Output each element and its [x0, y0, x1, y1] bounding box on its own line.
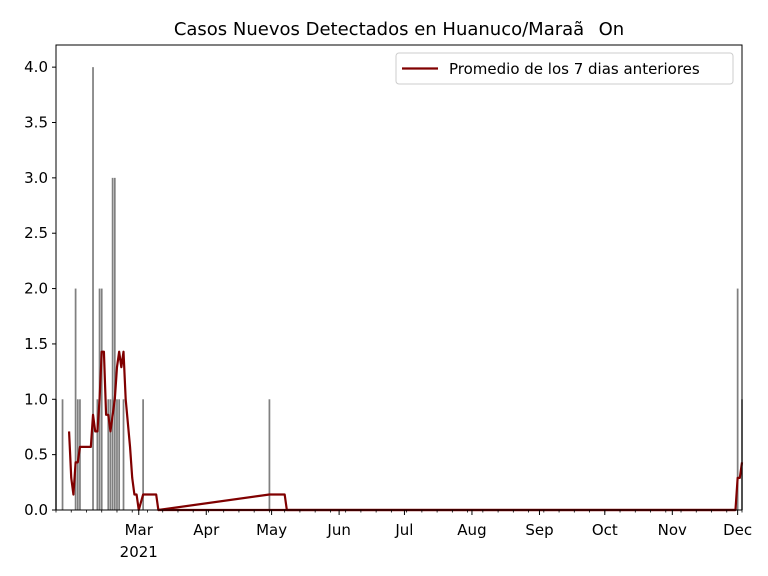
x-tick-label: Oct [592, 521, 618, 539]
bar [118, 399, 121, 510]
bar [61, 399, 64, 510]
legend: Promedio de los 7 dias anteriores [395, 52, 734, 85]
bar [113, 177, 116, 511]
x-tick-label: Mar [125, 521, 154, 539]
y-tick-label: 4.0 [24, 58, 48, 76]
x-tick-sublabel: 2021 [120, 543, 158, 561]
bar [268, 399, 271, 510]
bar [96, 399, 99, 510]
x-tick-label: Jul [394, 521, 413, 539]
bar [109, 399, 112, 510]
x-axis: Mar 2021 Apr May Jun Jul Aug Sep Oct Nov Dec [55, 510, 752, 561]
y-axis: 0.0 0.5 1.0 1.5 2.0 2.5 3.0 3.5 4.0 [24, 58, 56, 519]
x-tick-label: Aug [457, 521, 486, 539]
x-tick-label: May [256, 521, 287, 539]
y-tick-label: 2.5 [24, 224, 48, 242]
y-tick-label: 0.0 [24, 501, 48, 519]
chart-title: Casos Nuevos Detectados en Huanuco/Maraã… [174, 19, 624, 40]
x-tick-label: Nov [658, 521, 687, 539]
bar [100, 288, 103, 510]
legend-box [395, 52, 734, 85]
y-tick-label: 1.0 [24, 390, 48, 408]
x-tick-label: Dec [723, 521, 752, 539]
bar [74, 288, 77, 510]
line-series [67, 350, 744, 512]
legend-entry-promedio: Promedio de los 7 dias anteriores [449, 60, 700, 78]
bar-series [55, 67, 743, 511]
bar [122, 399, 125, 510]
x-tick-label: Apr [193, 521, 220, 539]
bar [736, 288, 739, 510]
plot-frame [55, 44, 743, 511]
y-tick-label: 3.5 [24, 114, 48, 132]
x-tick-label: Sep [525, 521, 553, 539]
y-tick-label: 3.0 [24, 169, 48, 187]
bar [92, 67, 94, 510]
line-series-path [67, 350, 744, 512]
bar [107, 399, 110, 510]
y-tick-label: 2.0 [24, 280, 48, 298]
y-tick-label: 0.5 [24, 446, 48, 464]
y-tick-label: 1.5 [24, 335, 48, 353]
bar [111, 177, 114, 511]
bar [142, 399, 144, 510]
bar [116, 399, 118, 510]
x-tick-label: Jun [326, 521, 350, 539]
